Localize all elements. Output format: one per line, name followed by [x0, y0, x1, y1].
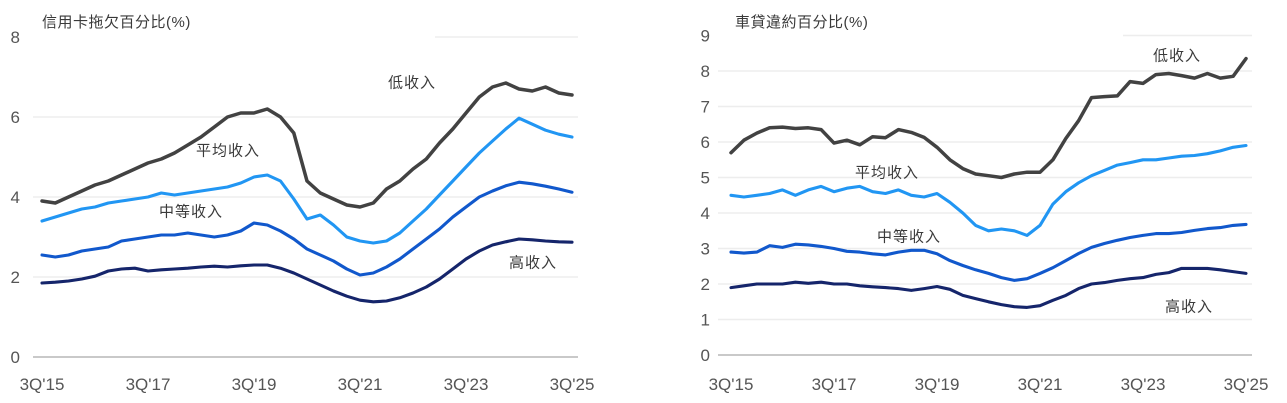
credit-card-x-tick-label: 3Q'23: [444, 375, 489, 394]
auto-loan-series-label-high-income: 高收入: [1164, 298, 1214, 316]
auto-loan-series-line-average-income: [729, 143, 1248, 237]
credit-card-series-line-low-income: [40, 81, 574, 209]
auto-loan-y-tick-label: 2: [701, 275, 710, 294]
auto-loan-y-tick-label: 5: [701, 169, 710, 188]
credit-card-y-tick-label: 2: [11, 268, 20, 287]
credit-card-series-line-average-income: [40, 116, 574, 245]
auto-loan-x-tick-label: 3Q'17: [812, 375, 857, 394]
credit-card-series-line-middle-income: [40, 180, 574, 277]
auto-loan-x-tick-label: 3Q'23: [1121, 375, 1166, 394]
auto-loan-y-tick-label: 9: [701, 27, 710, 46]
auto-loan-y-tick-label: 4: [701, 204, 710, 223]
auto-loan-y-tick-label: 0: [701, 346, 710, 365]
auto-loan-x-tick-label: 3Q'25: [1224, 375, 1269, 394]
credit-card-x-tick-label: 3Q'19: [232, 375, 277, 394]
credit-card-x-tick-label: 3Q'15: [20, 375, 65, 394]
credit-card-series-label-high-income: 高收入: [508, 254, 558, 272]
auto-loan-series-line-middle-income: [729, 222, 1248, 282]
credit-card-y-tick-label: 6: [11, 108, 20, 127]
credit-card-series-label-middle-income: 中等收入: [158, 203, 224, 221]
credit-card-y-tick-label: 4: [11, 188, 20, 207]
auto-loan-x-tick-label: 3Q'21: [1018, 375, 1063, 394]
credit-card-chart-title: 信用卡拖欠百分比(%): [42, 13, 191, 32]
credit-card-series-line-high-income: [40, 237, 574, 304]
auto-loan-x-tick-label: 3Q'19: [915, 375, 960, 394]
auto-loan-y-tick-label: 3: [701, 240, 710, 259]
auto-loan-chart-title: 車貸違約百分比(%): [735, 13, 869, 32]
credit-card-y-tick-label: 0: [11, 348, 20, 367]
auto-loan-y-tick-label: 1: [701, 311, 710, 330]
credit-card-x-tick-label: 3Q'21: [338, 375, 383, 394]
credit-card-series-label-low-income: 低收入: [387, 74, 437, 92]
credit-card-y-tick-label: 8: [11, 28, 20, 47]
auto-loan-series-label-average-income: 平均收入: [854, 164, 920, 182]
auto-loan-y-tick-label: 6: [701, 133, 710, 152]
auto-loan-series-line-high-income: [729, 266, 1248, 309]
auto-loan-series-label-middle-income: 中等收入: [876, 228, 942, 246]
credit-card-series-label-average-income: 平均收入: [195, 142, 261, 160]
auto-loan-y-tick-label: 7: [701, 98, 710, 117]
credit-card-x-tick-label: 3Q'25: [550, 375, 595, 394]
credit-card-x-tick-label: 3Q'17: [126, 375, 171, 394]
auto-loan-series-label-low-income: 低收入: [1152, 47, 1202, 65]
auto-loan-y-tick-label: 8: [701, 62, 710, 81]
auto-loan-series-line-low-income: [729, 56, 1248, 180]
auto-loan-x-tick-label: 3Q'15: [709, 375, 754, 394]
